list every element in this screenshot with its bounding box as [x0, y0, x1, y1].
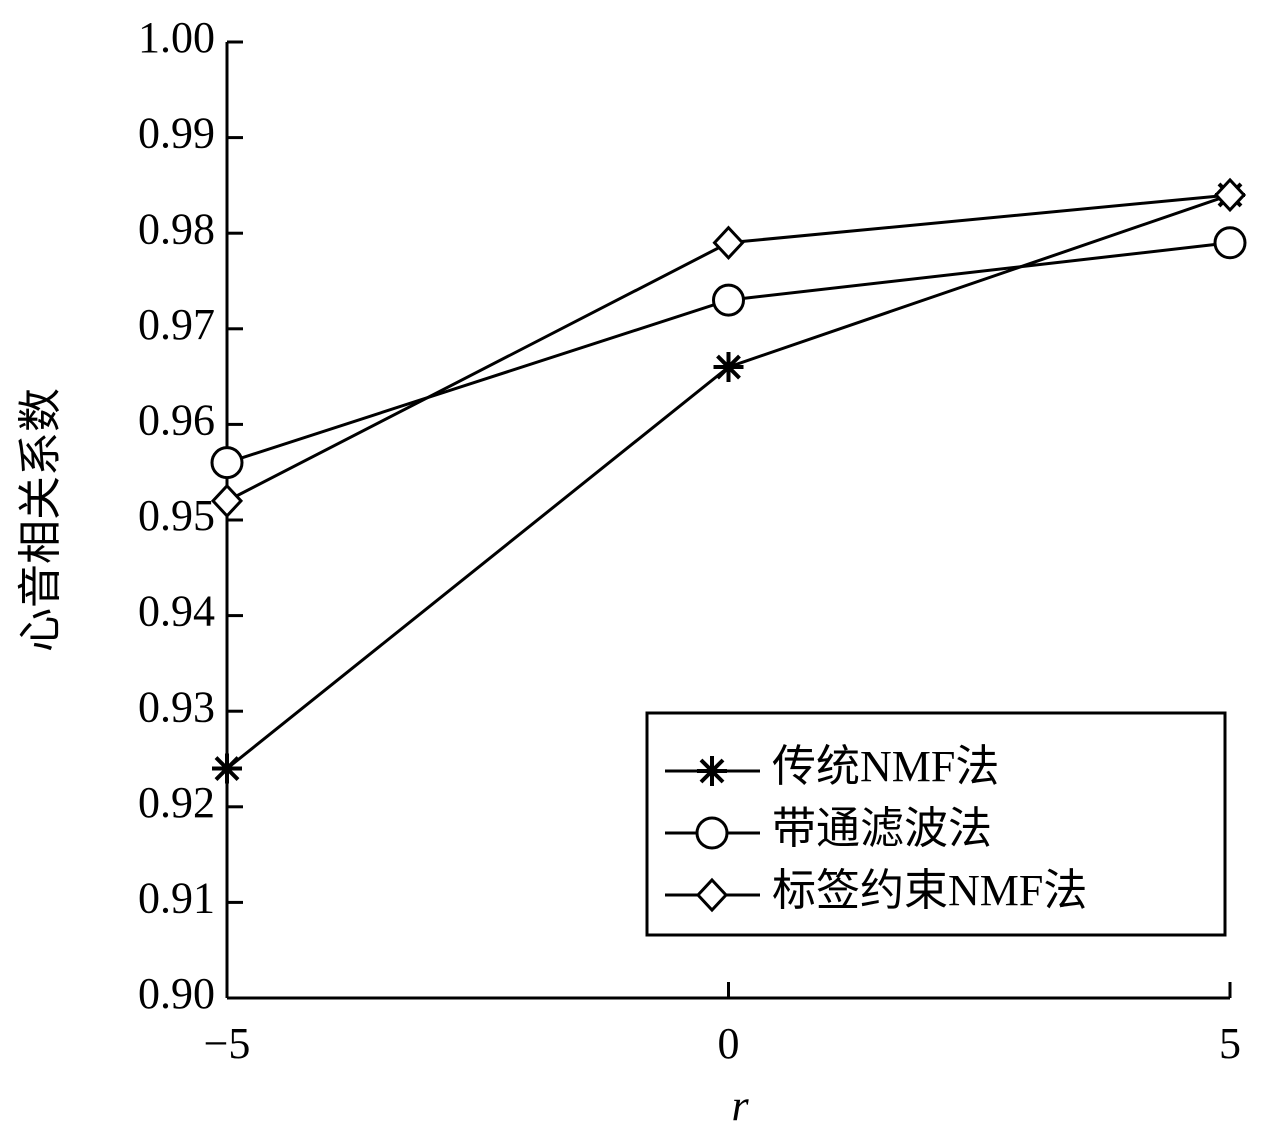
data-point	[712, 283, 745, 317]
series-line	[226, 193, 1231, 770]
y-tick-label: 0.94	[138, 587, 215, 636]
legend-label: 带通滤波法	[772, 804, 992, 853]
x-tick-label: 5	[1219, 1019, 1241, 1068]
legend-marker	[697, 756, 727, 786]
y-axis-label: 心音相关系数	[16, 388, 65, 652]
y-tick-label: 0.98	[138, 204, 215, 253]
legend-label: 标签约束NMF法	[772, 866, 1087, 915]
data-point	[1213, 226, 1247, 260]
y-tick-label: 0.95	[138, 491, 215, 540]
x-axis-label: r	[731, 1081, 749, 1130]
y-tick-label: 0.92	[138, 778, 215, 827]
legend-box	[645, 711, 1227, 937]
legend-marker	[695, 816, 729, 850]
legend-label: 传统NMF法	[772, 742, 999, 791]
data-point	[210, 446, 244, 480]
x-tick-label: 0	[718, 1019, 740, 1068]
y-tick-label: 1.00	[138, 13, 215, 62]
y-tick-label: 0.93	[138, 682, 215, 731]
legend-marker	[695, 877, 729, 913]
y-tick-label: 0.90	[138, 969, 215, 1018]
data-point	[1213, 177, 1247, 213]
data-point	[212, 753, 242, 784]
y-tick-label: 0.97	[138, 300, 215, 349]
data-point	[713, 352, 744, 383]
y-tick-label: 0.96	[138, 395, 215, 444]
x-tick-label: −5	[204, 1019, 251, 1068]
data-point	[712, 225, 745, 260]
data-point	[210, 483, 244, 519]
y-tick-label: 0.91	[138, 873, 215, 922]
y-tick-label: 0.99	[138, 109, 215, 158]
